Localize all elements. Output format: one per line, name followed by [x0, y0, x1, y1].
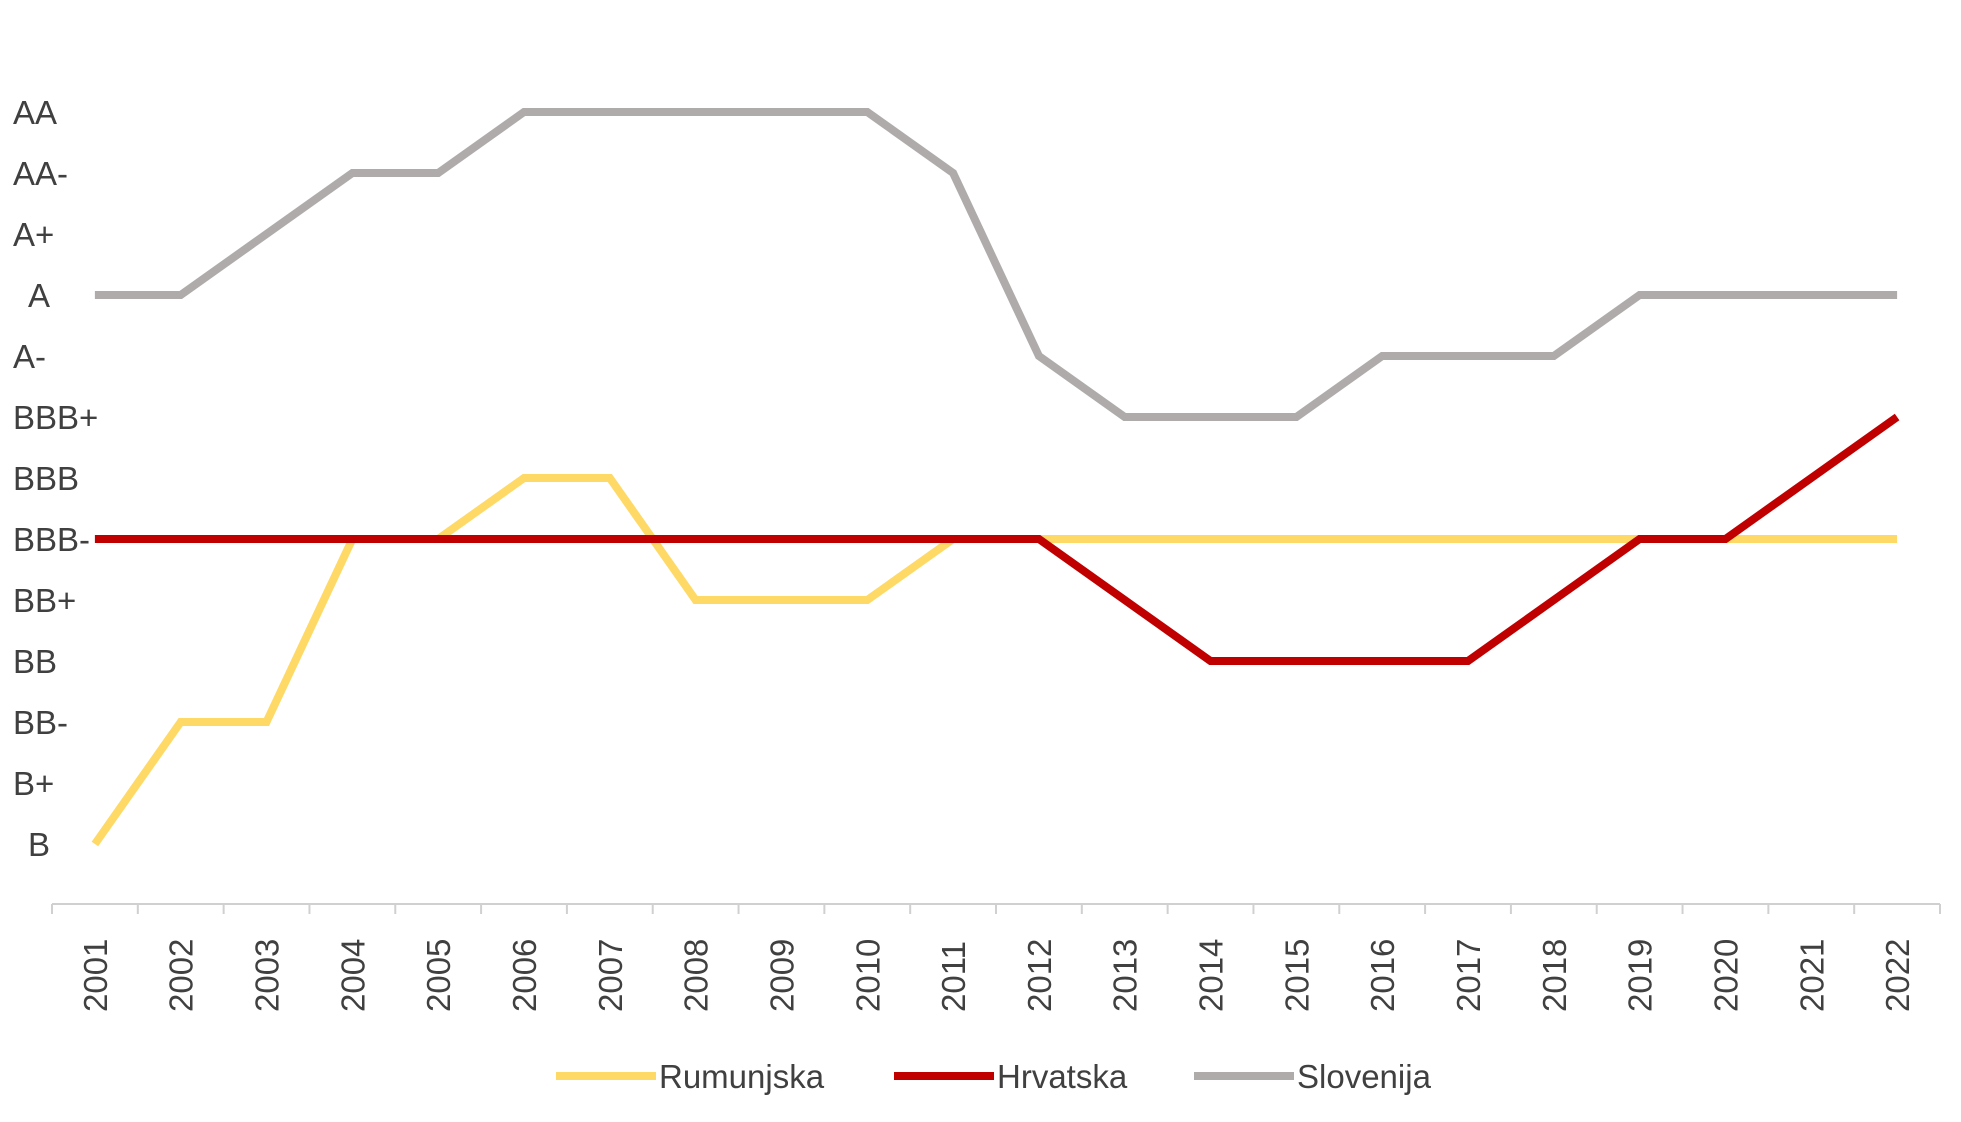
legend-label-rumunjska: Rumunjska — [659, 1058, 825, 1095]
x-tick-label: 2009 — [763, 939, 800, 1012]
series-line-slovenija — [94, 108, 1898, 421]
x-tick-label: 2008 — [678, 939, 715, 1012]
y-tick-label: B+ — [13, 765, 54, 802]
x-tick-label: 2014 — [1193, 939, 1230, 1012]
y-tick-label: BB+ — [13, 582, 76, 619]
x-tick-label: 2010 — [849, 939, 886, 1012]
x-tick-label: 2007 — [592, 939, 629, 1012]
x-tick-label: 2015 — [1278, 939, 1315, 1012]
y-tick-label: A+ — [13, 216, 54, 253]
series-line-hrvatska — [94, 413, 1900, 665]
x-tick-label: 2003 — [249, 939, 286, 1012]
x-tick-label: 2020 — [1707, 939, 1744, 1012]
x-axis-tick-labels: 2001 2002 2003 2004 2005 2006 2007 2008 2009 2010… — [77, 939, 1916, 1012]
x-tick-label: 2006 — [506, 939, 543, 1012]
x-tick-label: 2004 — [334, 939, 371, 1012]
x-axis-tick-marks — [51, 904, 1941, 914]
legend-label-hrvatska: Hrvatska — [997, 1058, 1128, 1095]
x-tick-label: 2001 — [77, 939, 114, 1012]
x-tick-label: 2019 — [1622, 939, 1659, 1012]
x-tick-label: 2016 — [1364, 939, 1401, 1012]
y-tick-label: A- — [13, 338, 46, 375]
y-tick-label: B — [28, 826, 50, 863]
x-tick-label: 2013 — [1107, 939, 1144, 1012]
x-tick-label: 2021 — [1793, 939, 1830, 1012]
legend-label-slovenija: Slovenija — [1297, 1058, 1432, 1095]
y-tick-label: BBB — [13, 460, 79, 497]
series-line-rumunjska — [91, 474, 1898, 847]
x-tick-label: 2022 — [1879, 939, 1916, 1012]
x-tick-label: 2018 — [1536, 939, 1573, 1012]
x-tick-label: 2005 — [420, 939, 457, 1012]
x-tick-label: 2011 — [935, 941, 972, 1012]
x-tick-label: 2012 — [1021, 939, 1058, 1012]
y-tick-label: BBB+ — [13, 399, 98, 436]
y-tick-label: A — [28, 277, 50, 314]
y-tick-label: BB- — [13, 704, 68, 741]
series-lines — [91, 108, 1900, 847]
y-tick-label: AA- — [13, 155, 68, 192]
legend: Rumunjska Hrvatska Slovenija — [556, 1058, 1432, 1095]
x-tick-label: 2002 — [163, 939, 200, 1012]
y-tick-label: AA — [13, 94, 57, 131]
y-tick-label: BB — [13, 643, 57, 680]
y-tick-label: BBB- — [13, 521, 90, 558]
x-tick-label: 2017 — [1450, 939, 1487, 1012]
